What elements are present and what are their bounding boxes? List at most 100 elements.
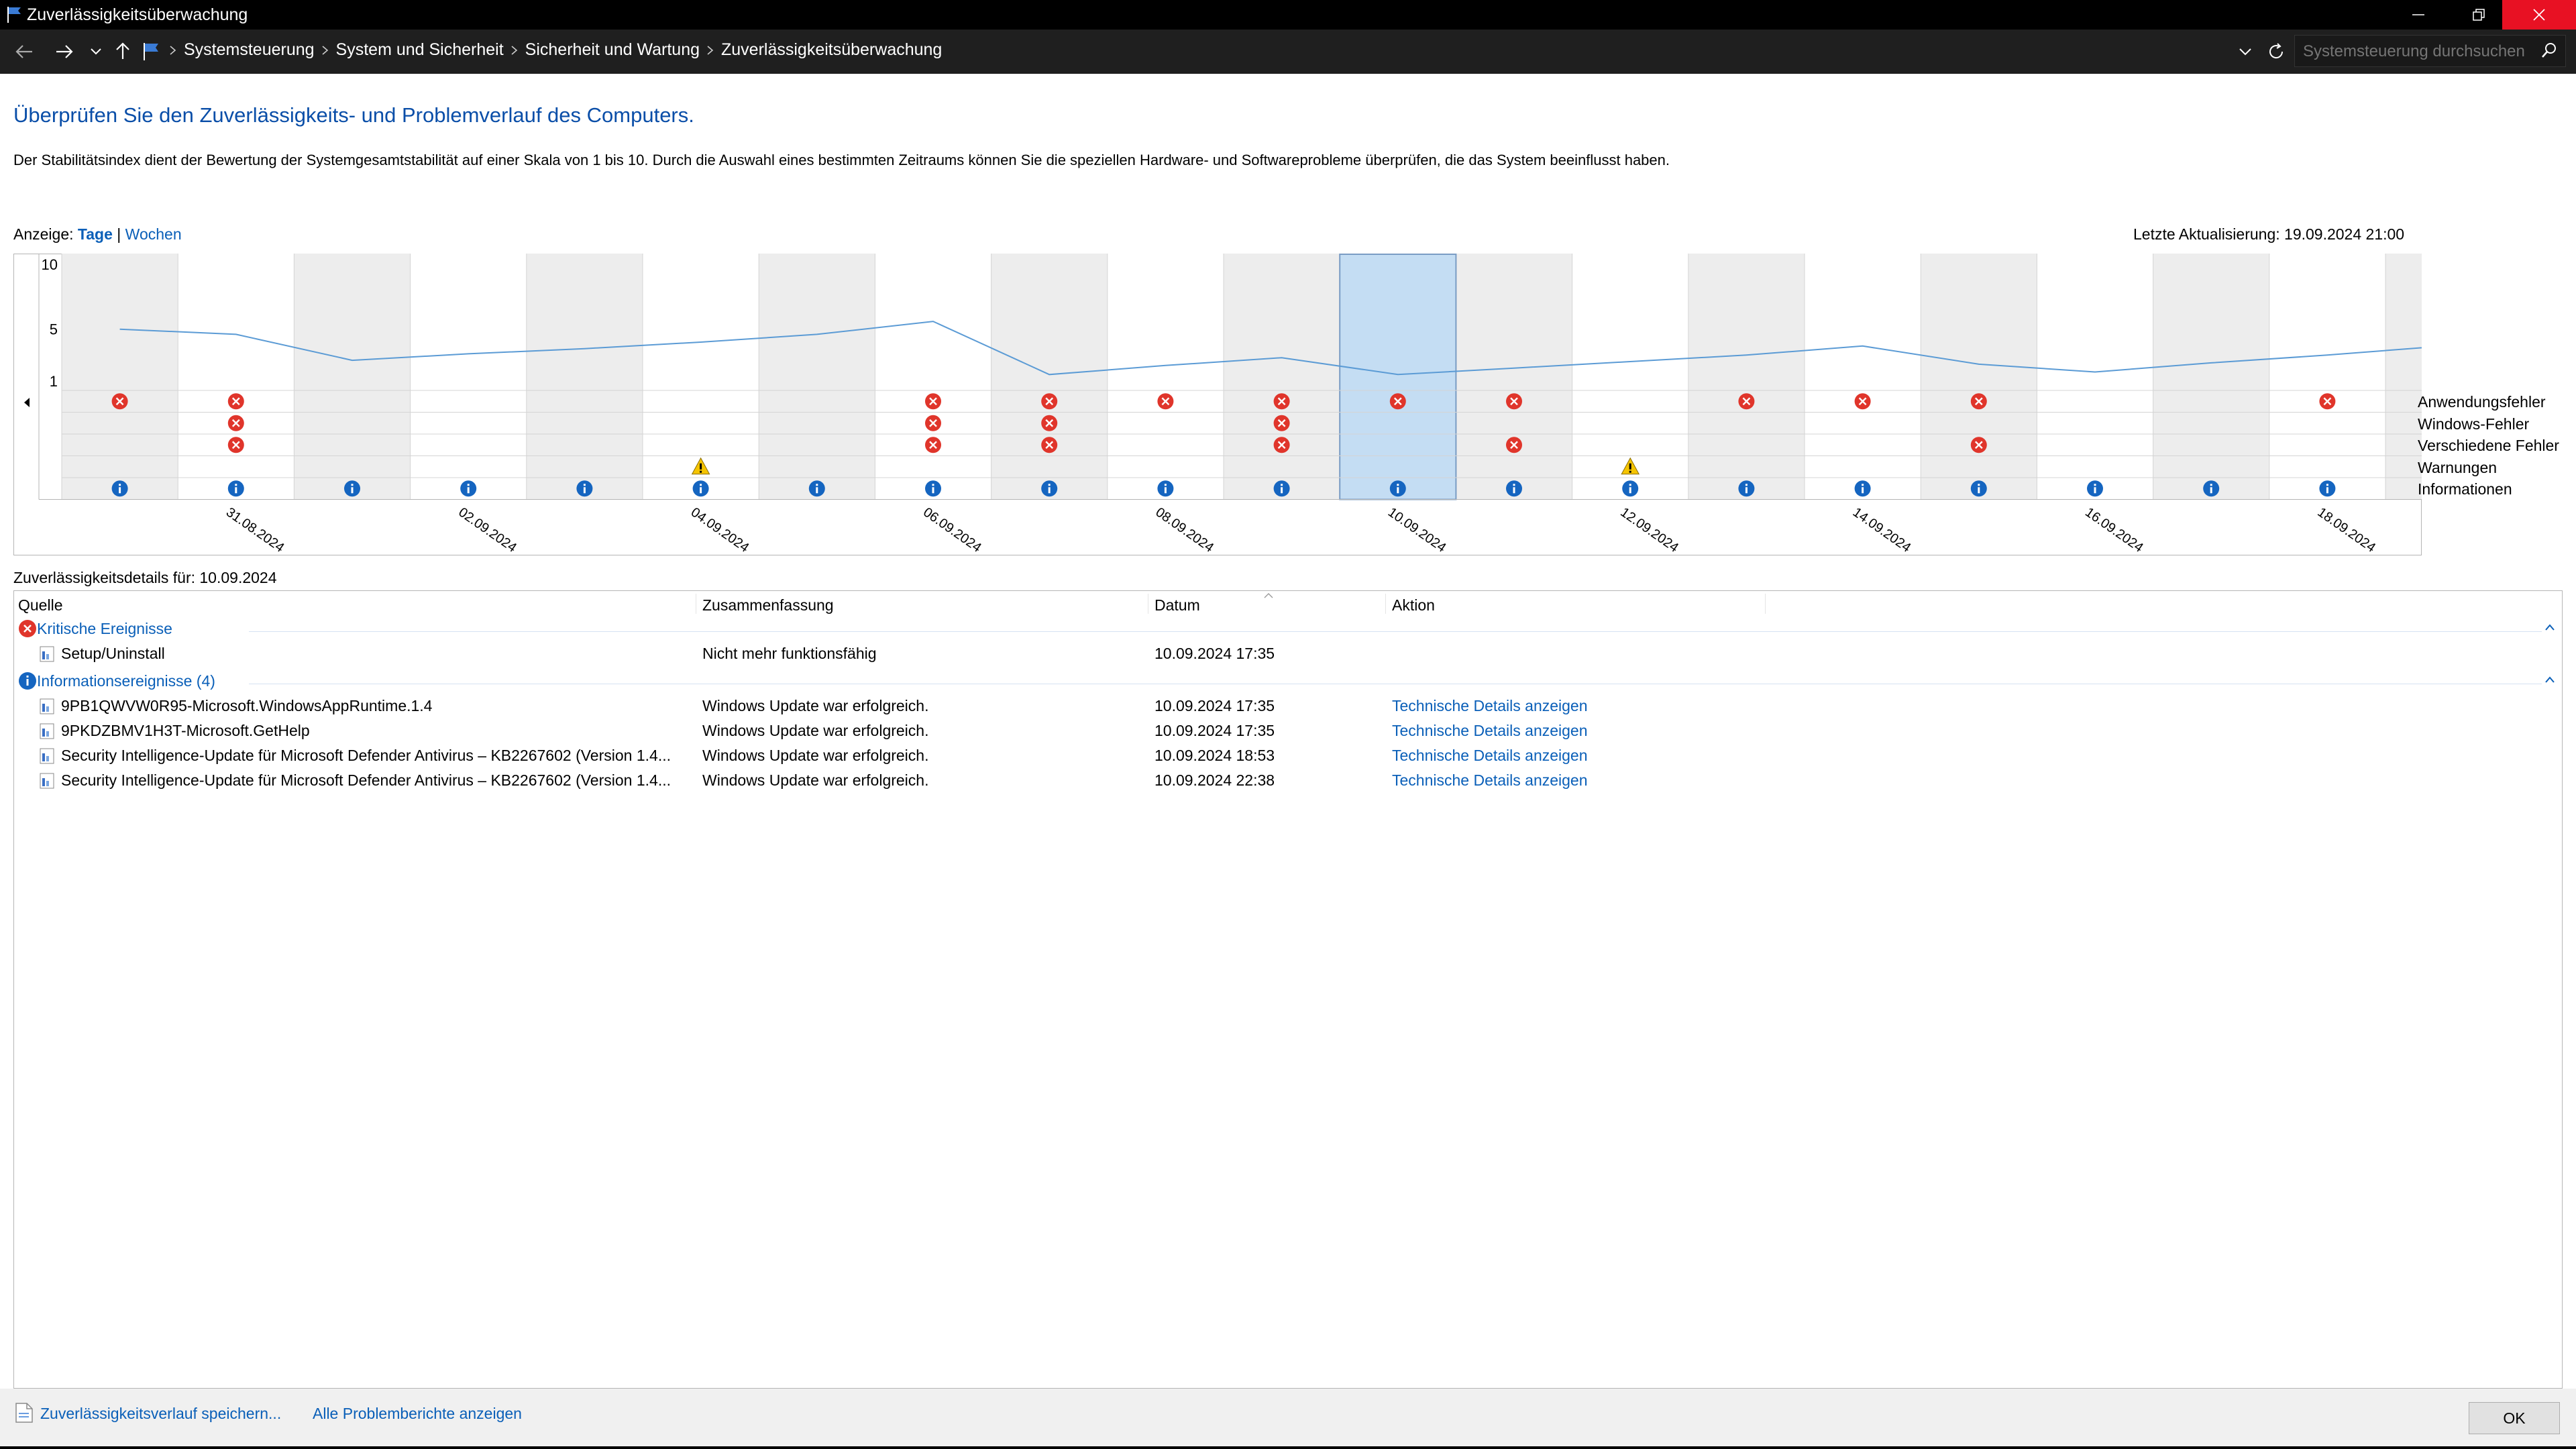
view-selector: Anzeige: Tage | Wochen: [13, 225, 182, 244]
group-information-events[interactable]: Informationsereignisse (4): [18, 672, 215, 690]
information-icon: [1622, 480, 1639, 497]
warning-icon-bar: [700, 463, 702, 470]
information-icon: [460, 480, 477, 497]
table-row[interactable]: Security Intelligence-Update für Microso…: [14, 744, 2562, 768]
information-icon: [1854, 480, 1871, 497]
day-column: [1921, 254, 2037, 500]
information-icon-dot: [1629, 484, 1631, 486]
information-icon-bar: [235, 487, 237, 494]
information-icon-bar: [1281, 487, 1283, 494]
recent-pages-chevron-icon[interactable]: [90, 47, 102, 56]
information-icon-bar: [1513, 487, 1515, 494]
all-reports-link[interactable]: Alle Problemberichte anzeigen: [313, 1405, 522, 1422]
information-icon-dot: [1397, 484, 1399, 486]
forward-arrow-icon[interactable]: [55, 43, 74, 60]
information-icon-bar: [1629, 487, 1631, 494]
table-row[interactable]: 9PB1QWVW0R95-Microsoft.WindowsAppRuntime…: [14, 694, 2562, 718]
technical-details-link[interactable]: Technische Details anzeigen: [1392, 771, 1588, 789]
back-arrow-icon[interactable]: [15, 43, 34, 60]
breadcrumb-separator-icon[interactable]: [509, 45, 520, 56]
minimize-button[interactable]: [2381, 0, 2455, 30]
information-icon-dot: [467, 484, 470, 486]
error-icon: [1970, 393, 1987, 410]
error-icon: [227, 393, 244, 410]
error-icon: [1506, 437, 1522, 453]
refresh-icon[interactable]: [2266, 42, 2286, 62]
column-divider[interactable]: [1385, 594, 1386, 614]
close-button[interactable]: [2502, 0, 2576, 30]
information-icon-bar: [2326, 487, 2328, 494]
address-dropdown-chevron-icon[interactable]: [2238, 47, 2253, 58]
event-source-icon: [40, 646, 54, 662]
information-icon: [1041, 480, 1058, 497]
search-input[interactable]: [2302, 40, 2526, 64]
row-date: 10.09.2024 17:35: [1155, 722, 1275, 739]
error-icon: [1041, 415, 1058, 431]
up-arrow-icon[interactable]: [114, 42, 131, 60]
information-icon-dot: [2210, 484, 2212, 486]
error-icon: [1854, 393, 1871, 410]
column-header-summary[interactable]: Zusammenfassung: [702, 596, 834, 614]
row-source: Setup/Uninstall: [61, 645, 165, 662]
error-icon: [227, 415, 244, 431]
error-icon: [1273, 437, 1290, 453]
warning-icon-dot: [1629, 470, 1631, 473]
error-icon-cross: [929, 397, 937, 406]
last-update: Letzte Aktualisierung: 19.09.2024 21:00: [2133, 225, 2405, 243]
information-icon-bar: [1164, 487, 1167, 494]
ok-button[interactable]: OK: [2469, 1402, 2560, 1434]
sort-ascending-icon: [1264, 593, 1273, 598]
technical-details-link[interactable]: Technische Details anzeigen: [1392, 747, 1588, 764]
breadcrumb-system-und-sicherheit[interactable]: System und Sicherheit: [335, 40, 504, 59]
event-source-icon: [40, 773, 54, 789]
information-icon: [925, 480, 941, 497]
day-column: [410, 254, 527, 500]
y-tick-label: 5: [50, 321, 58, 338]
column-header-source[interactable]: Quelle: [18, 596, 63, 614]
group-information-events-label: Informationsereignisse (4): [37, 672, 215, 690]
information-icon: [1738, 480, 1755, 497]
error-icon-cross: [1277, 397, 1286, 406]
breadcrumb-zuverlaessigkeitsueberwachung[interactable]: Zuverlässigkeitsüberwachung: [721, 40, 943, 59]
day-column: [875, 254, 991, 500]
information-icon: [227, 480, 244, 497]
collapse-chevron-icon[interactable]: [2544, 676, 2555, 684]
row-source: 9PKDZBMV1H3T-Microsoft.GetHelp: [61, 722, 310, 739]
collapse-chevron-icon[interactable]: [2544, 623, 2555, 631]
information-icon-dot: [816, 484, 818, 486]
technical-details-link[interactable]: Technische Details anzeigen: [1392, 722, 1588, 739]
technical-details-link[interactable]: Technische Details anzeigen: [1392, 697, 1588, 714]
footer: Zuverlässigkeitsverlauf speichern... All…: [0, 1389, 2576, 1449]
save-history-link[interactable]: Zuverlässigkeitsverlauf speichern...: [40, 1405, 282, 1422]
breadcrumb: Systemsteuerung System und Sicherheit Si…: [168, 40, 947, 60]
table-row[interactable]: 9PKDZBMV1H3T-Microsoft.GetHelp Windows U…: [14, 719, 2562, 743]
breadcrumb-sicherheit-und-wartung[interactable]: Sicherheit und Wartung: [525, 40, 700, 59]
restore-button[interactable]: [2442, 0, 2516, 30]
breadcrumb-separator-icon[interactable]: [705, 45, 716, 56]
information-icon: [1506, 480, 1522, 497]
breadcrumb-separator-icon[interactable]: [320, 45, 331, 56]
view-days-link[interactable]: Tage: [77, 225, 113, 243]
group-critical-events[interactable]: Kritische Ereignisse: [18, 619, 172, 638]
address-bar: Systemsteuerung System und Sicherheit Si…: [0, 30, 2576, 74]
restore-icon: [2473, 9, 2485, 21]
breadcrumb-systemsteuerung[interactable]: Systemsteuerung: [184, 40, 315, 59]
warning-icon-bar: [1629, 463, 1631, 470]
legend-entry: Informationen: [2418, 480, 2512, 498]
row-date: 10.09.2024 22:38: [1155, 771, 1275, 789]
group-divider: [249, 631, 2542, 632]
error-icon-cross: [231, 397, 240, 406]
column-divider[interactable]: [1765, 594, 1766, 614]
column-header-action[interactable]: Aktion: [1392, 596, 1435, 614]
event-source-icon: [40, 698, 54, 714]
information-icon: [576, 480, 593, 497]
scroll-left-arrow-icon[interactable]: [24, 398, 30, 407]
table-row[interactable]: Security Intelligence-Update für Microso…: [14, 769, 2562, 793]
error-icon-cross: [929, 441, 937, 449]
table-row[interactable]: Setup/Uninstall Nicht mehr funktionsfähi…: [14, 642, 2562, 666]
column-header-date[interactable]: Datum: [1155, 596, 1200, 614]
view-weeks-link[interactable]: Wochen: [125, 225, 182, 243]
details-table: Quelle Zusammenfassung Datum Aktion Krit…: [13, 590, 2563, 1389]
search-icon[interactable]: [2540, 41, 2559, 60]
